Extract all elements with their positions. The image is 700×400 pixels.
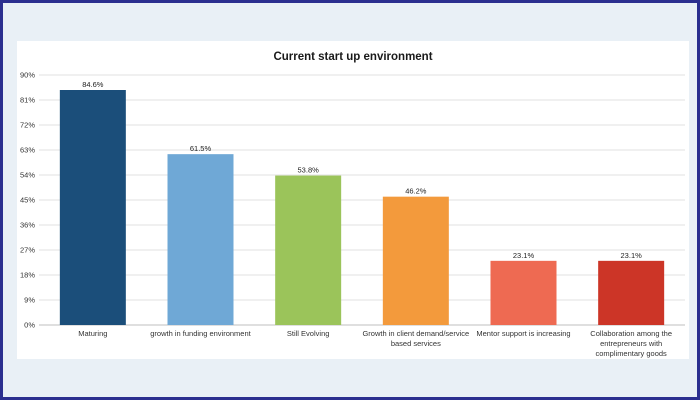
bar: [382, 196, 449, 325]
y-tick-label: 72%: [20, 121, 35, 130]
bar: [167, 154, 234, 325]
y-tick-label: 18%: [20, 271, 35, 280]
y-tick-label: 36%: [20, 221, 35, 230]
x-tick-label: Collaboration among the entrepreneurs wit…: [590, 329, 672, 358]
bar: [59, 90, 126, 325]
bar-chart: Current start up environment 0% 9% 18% 27% 3…: [20, 51, 685, 358]
bar: [490, 260, 557, 325]
x-tick-label: growth in funding environment: [150, 329, 251, 338]
y-tick-label: 45%: [20, 196, 35, 205]
bar: [598, 260, 665, 325]
data-label: 23.1%: [513, 251, 535, 260]
y-tick-label: 9%: [24, 296, 35, 305]
y-axis-ticks: 0% 9% 18% 27% 36% 45% 54% 63% 72% 81% 90%: [20, 71, 35, 330]
chart-card: Current start up environment 0% 9% 18% 27% 3…: [17, 41, 689, 359]
y-tick-label: 0%: [24, 321, 35, 330]
data-label: 46.2%: [405, 187, 427, 196]
y-tick-label: 90%: [20, 71, 35, 80]
data-label: 84.6%: [82, 80, 104, 89]
bars: [59, 90, 665, 325]
y-tick-label: 63%: [20, 146, 35, 155]
y-tick-label: 54%: [20, 171, 35, 180]
y-tick-label: 27%: [20, 246, 35, 255]
data-label: 53.8%: [298, 166, 320, 175]
screenshot-frame: Current start up environment 0% 9% 18% 27% 3…: [3, 3, 697, 397]
data-labels: 84.6% 61.5% 53.8% 46.2% 23.1% 23.1%: [82, 80, 642, 260]
bar: [275, 175, 342, 325]
x-axis-categories: Maturing growth in funding environment Sti…: [78, 329, 672, 358]
chart-title: Current start up environment: [273, 51, 432, 63]
x-tick-label: Growth in client demand/service based ser…: [362, 329, 469, 348]
y-tick-label: 81%: [20, 96, 35, 105]
x-tick-label: Mentor support is increasing: [476, 329, 570, 338]
x-tick-label: Maturing: [78, 329, 107, 338]
data-label: 61.5%: [190, 144, 212, 153]
x-tick-label: Still Evolving: [287, 329, 330, 338]
gridlines: [39, 74, 685, 326]
data-label: 23.1%: [621, 251, 643, 260]
